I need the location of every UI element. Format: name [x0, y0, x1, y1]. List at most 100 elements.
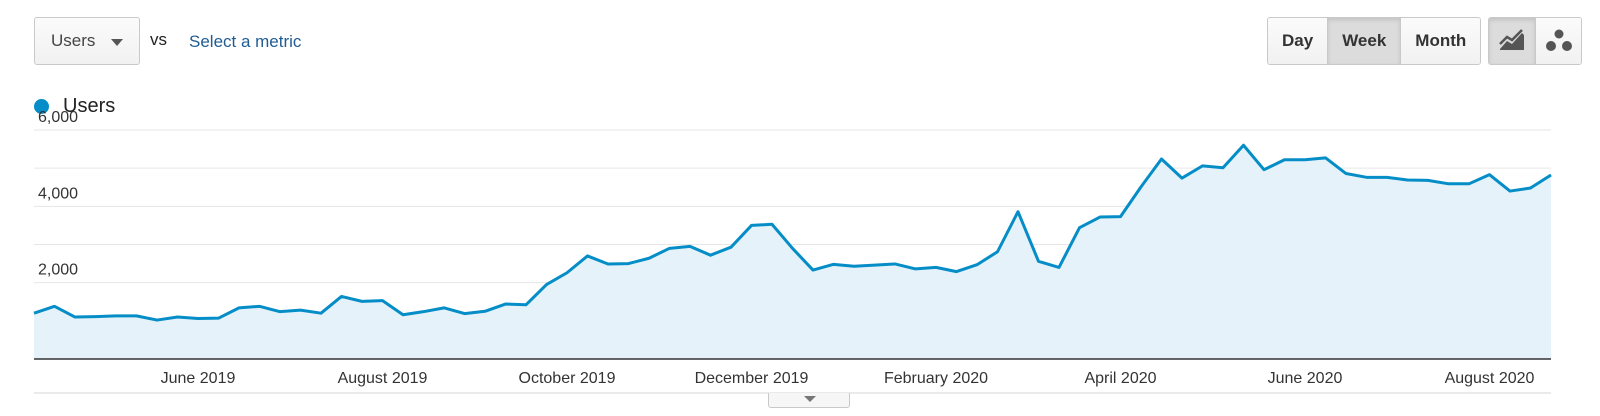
data-point [1549, 173, 1553, 177]
data-point [1508, 189, 1512, 193]
data-point [1283, 158, 1287, 162]
data-point [1119, 215, 1123, 219]
data-point [1262, 168, 1266, 172]
data-point [401, 313, 405, 317]
data-point [278, 310, 282, 314]
data-point [483, 309, 487, 313]
data-point [258, 304, 262, 308]
data-point [1139, 185, 1143, 189]
data-point [606, 262, 610, 266]
data-point [463, 312, 467, 316]
data-point [176, 315, 180, 319]
data-point [709, 253, 713, 257]
data-point [545, 283, 549, 287]
data-point [114, 314, 118, 318]
data-point [565, 271, 569, 275]
x-tick-label: February 2020 [884, 370, 988, 387]
data-point [196, 317, 200, 321]
data-point [791, 246, 795, 250]
data-point [1057, 265, 1061, 269]
data-point [1221, 166, 1225, 170]
data-point [811, 268, 815, 272]
data-point [32, 311, 36, 315]
expand-chart-tab[interactable] [768, 393, 850, 408]
data-point [729, 245, 733, 249]
data-point [1324, 156, 1328, 160]
data-point [1098, 215, 1102, 219]
week-button[interactable]: Week [1327, 18, 1401, 64]
data-point [1160, 157, 1164, 161]
data-point [852, 264, 856, 268]
data-point [893, 262, 897, 266]
chart-legend: Users [34, 95, 115, 118]
month-button[interactable]: Month [1400, 18, 1481, 64]
motion-chart-button[interactable] [1535, 18, 1581, 64]
data-point [914, 267, 918, 271]
data-point [647, 256, 651, 260]
data-point [1385, 175, 1389, 179]
x-tick-label: April 2020 [1084, 370, 1156, 387]
metric-select[interactable]: Users [34, 17, 140, 65]
data-point [1016, 210, 1020, 214]
data-point [135, 314, 139, 318]
period-toggle: Day Week Month [1267, 17, 1482, 65]
data-point [1180, 176, 1184, 180]
x-tick-label: August 2019 [338, 370, 428, 387]
data-point [1037, 259, 1041, 263]
data-point [1488, 173, 1492, 177]
line-chart-icon [1499, 29, 1524, 50]
data-point [975, 263, 979, 267]
data-point [360, 299, 364, 303]
data-point [299, 308, 303, 312]
chart-type-toggle [1488, 17, 1582, 65]
data-point [1303, 158, 1307, 162]
data-point [524, 303, 528, 307]
data-point [1201, 164, 1205, 168]
caret-down-icon [111, 39, 123, 46]
data-point [750, 223, 754, 227]
line-chart-button[interactable] [1489, 18, 1535, 64]
data-point [586, 254, 590, 258]
series-line-users [33, 143, 1552, 322]
data-point [873, 263, 877, 267]
data-point [1242, 143, 1246, 147]
data-point [1529, 186, 1533, 190]
motion-chart-icon [1545, 29, 1572, 51]
data-point [381, 299, 385, 303]
day-button[interactable]: Day [1268, 18, 1328, 64]
y-tick-labels: 2,000 4,000 6,000 [38, 109, 78, 279]
data-point [73, 315, 77, 319]
data-point [1344, 172, 1348, 176]
chevron-down-icon [804, 396, 816, 402]
vs-label: vs [150, 30, 167, 49]
data-point [1406, 178, 1410, 182]
data-point [668, 246, 672, 250]
data-point [504, 302, 508, 306]
x-tick-label: December 2019 [695, 370, 809, 387]
data-point [832, 262, 836, 266]
metric-select-label: Users [51, 31, 96, 50]
area-fill [34, 145, 1551, 359]
data-point [1467, 182, 1471, 186]
data-point [688, 244, 692, 248]
y-tick-label: 4,000 [38, 185, 78, 202]
x-tick-label: June 2020 [1268, 370, 1343, 387]
y-tick-label: 6,000 [38, 109, 78, 126]
data-point [340, 294, 344, 298]
select-metric-link[interactable]: Select a metric [189, 32, 302, 51]
data-point [1447, 182, 1451, 186]
legend-series-name: Users [63, 95, 116, 117]
data-point [155, 318, 159, 322]
y-tick-label: 2,000 [38, 262, 78, 279]
data-point [996, 250, 1000, 254]
data-point [53, 304, 57, 308]
data-point [319, 311, 323, 315]
x-tick-label: October 2019 [519, 370, 616, 387]
data-point [442, 306, 446, 310]
x-tick-label: June 2019 [161, 370, 236, 387]
data-point [955, 270, 959, 274]
data-point [627, 262, 631, 266]
data-point [1365, 175, 1369, 179]
x-tick-label: August 2020 [1445, 370, 1535, 387]
